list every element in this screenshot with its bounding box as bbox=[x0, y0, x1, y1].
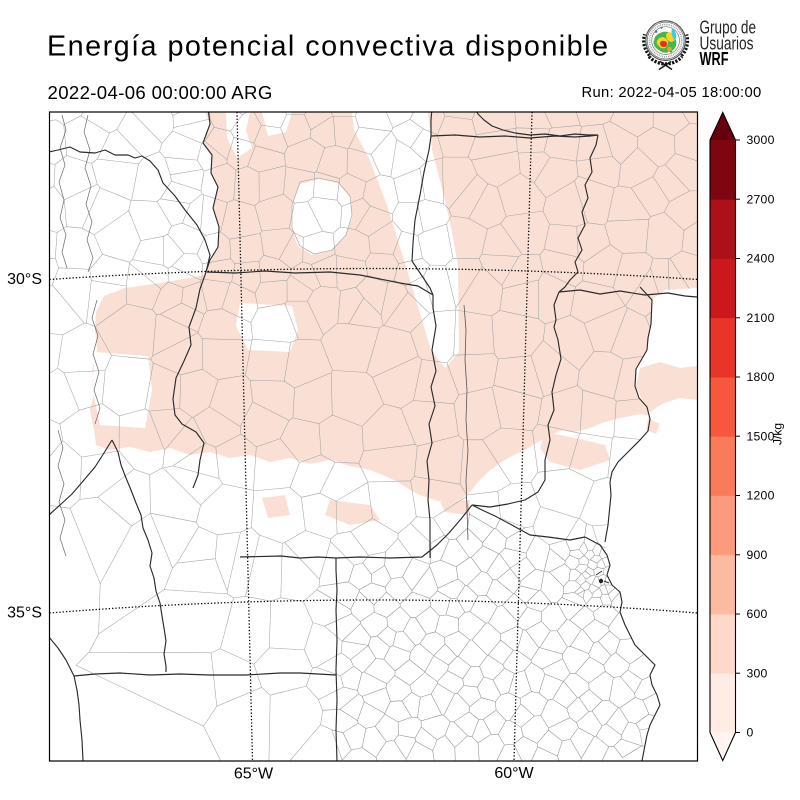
svg-text:600: 600 bbox=[747, 607, 768, 621]
svg-text:0: 0 bbox=[747, 726, 754, 740]
svg-text:J/kg: J/kg bbox=[771, 423, 785, 445]
svg-text:Usuarios: Usuarios bbox=[700, 33, 754, 53]
svg-text:1200: 1200 bbox=[747, 489, 775, 503]
svg-text:35°S: 35°S bbox=[7, 604, 42, 621]
svg-text:Energía potencial convectiva d: Energía potencial convectiva disponible bbox=[47, 31, 609, 63]
svg-text:3000: 3000 bbox=[747, 133, 775, 147]
svg-text:2100: 2100 bbox=[747, 311, 775, 325]
svg-text:30°S: 30°S bbox=[7, 271, 42, 288]
svg-text:60°W: 60°W bbox=[494, 765, 534, 782]
svg-text:300: 300 bbox=[747, 666, 768, 680]
svg-text:WRF: WRF bbox=[700, 48, 729, 69]
svg-text:900: 900 bbox=[747, 548, 768, 562]
svg-text:2400: 2400 bbox=[747, 252, 775, 266]
svg-text:2700: 2700 bbox=[747, 192, 775, 206]
svg-text:Run: 2022-04-05 18:00:00: Run: 2022-04-05 18:00:00 bbox=[582, 85, 762, 101]
svg-text:Grupo de: Grupo de bbox=[700, 18, 757, 38]
svg-text:65°W: 65°W bbox=[234, 766, 274, 783]
svg-text:2022-04-06 00:00:00 ARG: 2022-04-06 00:00:00 ARG bbox=[48, 82, 273, 103]
svg-text:1500: 1500 bbox=[747, 429, 775, 443]
svg-text:1800: 1800 bbox=[747, 370, 775, 384]
